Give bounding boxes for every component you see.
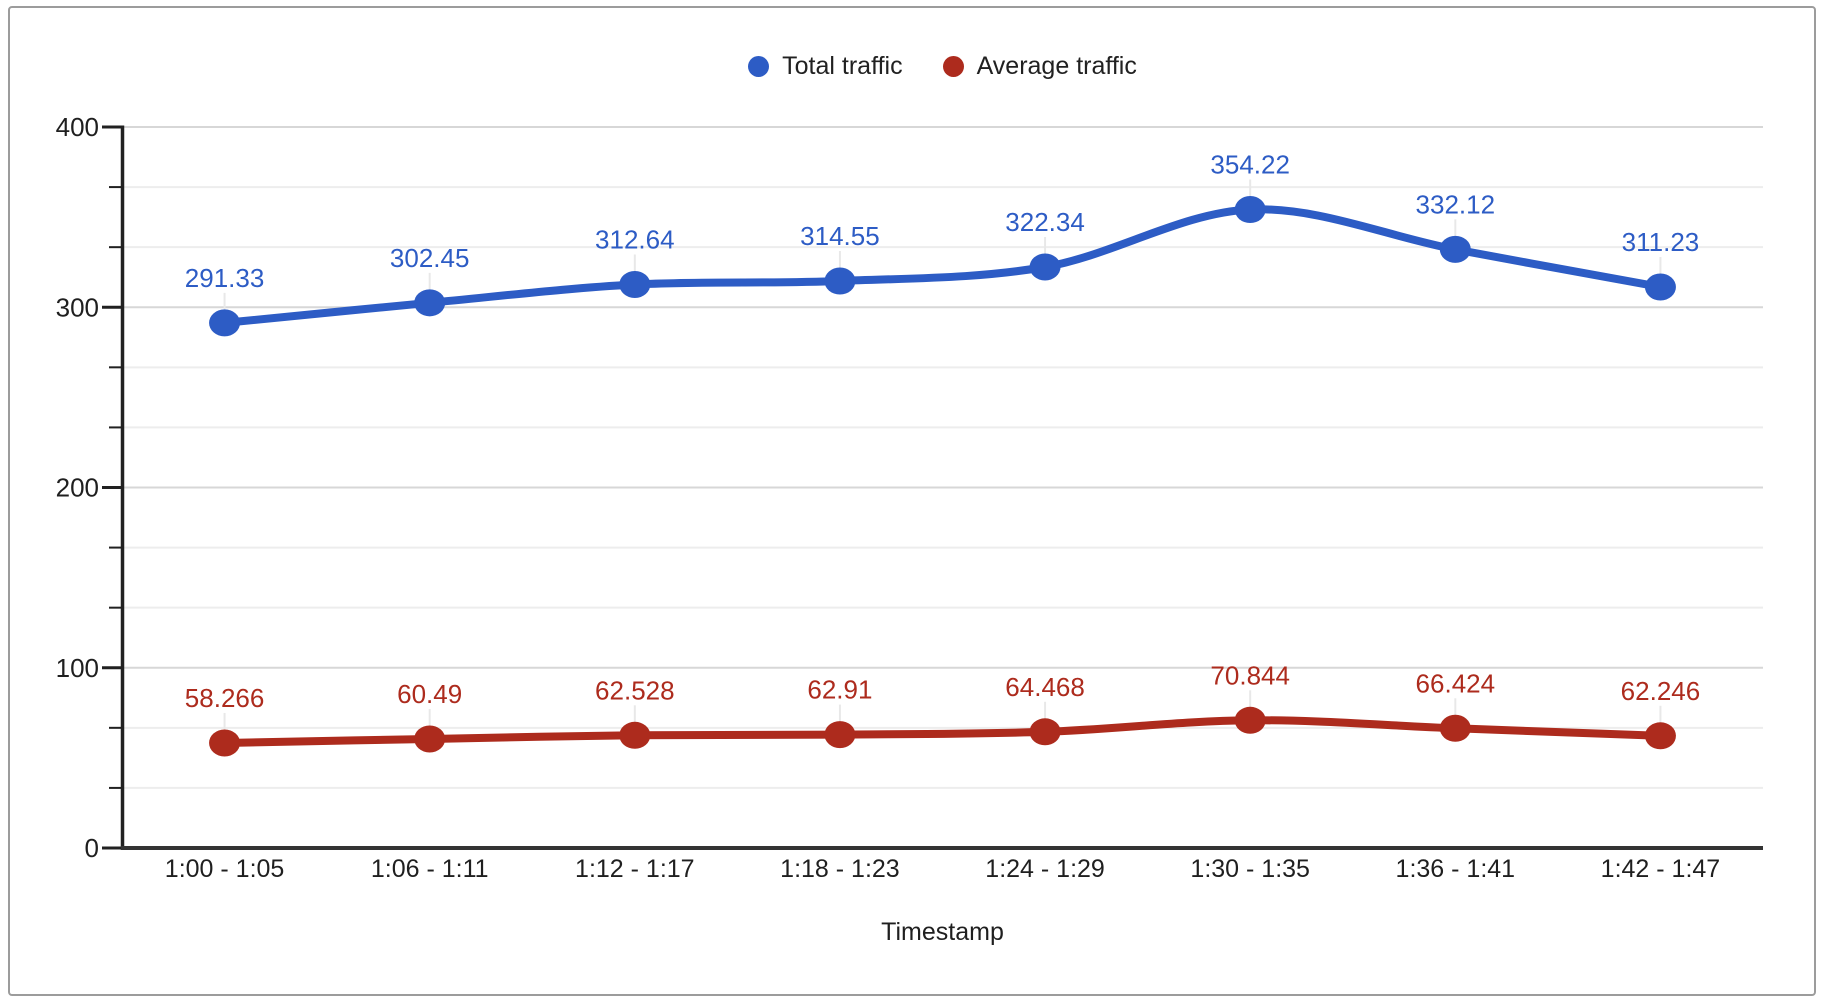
x-axis-tick-label: 1:36 - 1:41 bbox=[1396, 855, 1516, 883]
data-point-average-traffic-4[interactable] bbox=[1029, 718, 1061, 746]
chart-legend: Total traffic Average traffic bbox=[122, 52, 1763, 81]
data-point-total-traffic-3[interactable] bbox=[824, 267, 856, 295]
data-label-total-traffic: 312.64 bbox=[595, 224, 675, 254]
data-label-average-traffic: 66.424 bbox=[1416, 668, 1496, 698]
chart-card bbox=[8, 6, 1816, 996]
data-point-average-traffic-7[interactable] bbox=[1644, 722, 1676, 750]
series-line-total-traffic[interactable] bbox=[220, 205, 1665, 327]
data-point-total-traffic-7[interactable] bbox=[1644, 273, 1676, 301]
legend-swatch-circle-icon bbox=[748, 56, 770, 77]
data-label-total-traffic: 314.55 bbox=[800, 221, 880, 251]
data-point-average-traffic-2[interactable] bbox=[619, 721, 651, 749]
data-point-total-traffic-1[interactable] bbox=[414, 289, 446, 317]
data-label-average-traffic: 62.91 bbox=[807, 675, 872, 705]
data-point-total-traffic-4[interactable] bbox=[1029, 253, 1061, 281]
data-point-total-traffic-2[interactable] bbox=[619, 270, 651, 298]
legend-item-total-traffic[interactable]: Total traffic bbox=[748, 52, 903, 81]
data-label-average-traffic: 70.844 bbox=[1210, 660, 1290, 690]
data-label-total-traffic: 302.45 bbox=[390, 243, 470, 273]
data-point-average-traffic-5[interactable] bbox=[1234, 706, 1266, 734]
x-axis-tick-label: 1:12 - 1:17 bbox=[575, 855, 695, 883]
data-point-total-traffic-6[interactable] bbox=[1439, 235, 1471, 263]
x-axis-tick-label: 1:06 - 1:11 bbox=[371, 855, 489, 883]
data-label-average-traffic: 62.246 bbox=[1621, 676, 1701, 706]
x-axis-title: Timestamp bbox=[881, 918, 1004, 946]
x-axis-tick-label: 1:42 - 1:47 bbox=[1601, 855, 1721, 883]
data-point-total-traffic-0[interactable] bbox=[209, 309, 241, 337]
data-label-average-traffic: 62.528 bbox=[595, 675, 675, 705]
data-label-total-traffic: 291.33 bbox=[185, 263, 265, 293]
data-label-total-traffic: 311.23 bbox=[1622, 227, 1700, 257]
y-axis-tick-label: 0 bbox=[85, 833, 99, 863]
data-label-total-traffic: 322.34 bbox=[1005, 207, 1085, 237]
legend-label-total-traffic: Total traffic bbox=[782, 52, 903, 80]
y-axis-tick-label: 100 bbox=[56, 653, 99, 683]
x-axis-tick-label: 1:30 - 1:35 bbox=[1190, 855, 1310, 883]
data-label-total-traffic: 332.12 bbox=[1416, 189, 1496, 219]
data-point-average-traffic-1[interactable] bbox=[414, 725, 446, 753]
series-line-average-traffic[interactable] bbox=[220, 716, 1665, 747]
data-label-average-traffic: 58.266 bbox=[185, 683, 265, 713]
data-label-average-traffic: 60.49 bbox=[397, 679, 462, 709]
data-point-average-traffic-6[interactable] bbox=[1439, 714, 1471, 742]
data-point-average-traffic-3[interactable] bbox=[824, 721, 856, 749]
legend-swatch-circle-icon bbox=[942, 56, 964, 77]
x-axis-tick-label: 1:24 - 1:29 bbox=[985, 855, 1105, 883]
y-axis-tick-label: 400 bbox=[56, 112, 99, 142]
data-point-average-traffic-0[interactable] bbox=[209, 729, 241, 757]
data-label-total-traffic: 354.22 bbox=[1210, 150, 1290, 180]
y-axis-tick-label: 300 bbox=[56, 292, 99, 322]
y-axis-tick-label: 200 bbox=[56, 473, 99, 503]
x-axis-tick-label: 1:18 - 1:23 bbox=[780, 855, 900, 883]
data-label-average-traffic: 64.468 bbox=[1005, 672, 1085, 702]
data-point-total-traffic-5[interactable] bbox=[1234, 196, 1266, 224]
legend-item-average-traffic[interactable]: Average traffic bbox=[942, 52, 1137, 81]
x-axis-tick-label: 1:00 - 1:05 bbox=[165, 855, 285, 883]
legend-label-average-traffic: Average traffic bbox=[976, 52, 1137, 80]
